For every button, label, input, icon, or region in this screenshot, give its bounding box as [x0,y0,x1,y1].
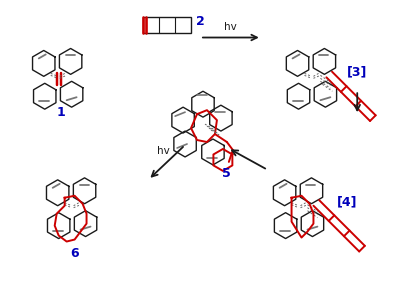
Text: hv: hv [224,21,237,32]
Bar [143,17,191,32]
Text: hv: hv [157,146,170,156]
Text: 1: 1 [56,106,65,119]
Text: 5: 5 [222,167,231,180]
Text: [4]: [4] [337,195,358,208]
Text: [3]: [3] [347,66,368,79]
Text: 2: 2 [196,15,204,28]
Text: 6: 6 [70,247,79,260]
